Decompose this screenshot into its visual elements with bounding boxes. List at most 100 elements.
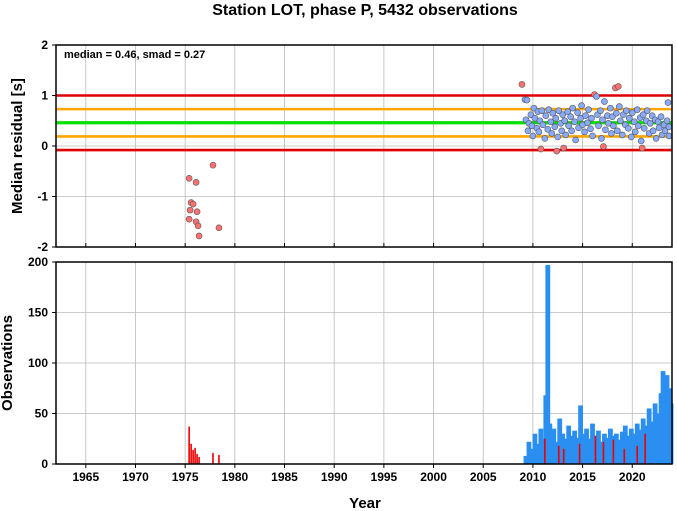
observation-bar [643,425,649,464]
data-point [616,103,623,110]
data-point [551,123,559,131]
x-tick-label: 2010 [520,470,547,484]
data-point [665,132,673,140]
data-point [544,126,552,133]
observation-bar [623,448,626,464]
data-point [186,206,194,214]
data-point [584,119,591,127]
observation-bar [625,435,631,464]
observation-bar [551,428,557,464]
bottom-x-ticks: 1965 1970 1975 1980 1985 1990 1995 2000 2005 2010… [72,464,646,484]
data-point [537,145,545,153]
data-point [195,232,203,240]
observation-bar [529,448,535,464]
data-point [600,143,607,150]
observation-bar [532,433,538,464]
bottom-y-tick-label: 200 [28,255,48,269]
data-point [622,107,630,114]
data-point [601,98,608,105]
data-point [185,215,193,223]
data-point [663,117,671,125]
data-point [589,132,596,140]
observation-bar [668,403,674,464]
observation-bar [569,435,575,464]
bottom-y-tick-label: 50 [35,407,49,421]
data-point [560,144,568,152]
observation-bar [540,438,546,464]
observation-bar [190,443,192,464]
bottom-y-tick-label: 100 [28,356,48,370]
observation-bar [575,437,581,464]
observation-bar [196,453,198,464]
data-point [610,122,617,130]
observation-bar [562,448,565,464]
data-point [637,137,645,145]
observation-bar [526,441,532,464]
top-y-tick-label: 0 [41,139,48,153]
data-point [541,135,549,142]
data-point [585,106,592,113]
observation-bar [616,439,622,464]
data-point [215,224,223,232]
observation-bar [640,418,646,464]
data-point [638,144,646,152]
observation-bar [619,431,625,464]
bottom-bars [188,265,674,464]
observation-bar [554,441,560,464]
data-point [599,116,606,124]
data-point [568,127,575,135]
data-point [552,114,560,122]
data-point [598,135,605,142]
data-point [640,125,648,132]
data-point [595,122,602,130]
data-point [542,112,550,119]
data-point [555,107,563,114]
observation-bar [596,430,601,464]
data-point [631,128,639,136]
data-point [597,107,604,114]
data-point [192,179,200,186]
observation-bar [523,455,529,464]
observation-bar [590,423,595,464]
data-point [535,128,543,136]
x-tick-label: 1985 [271,470,298,484]
data-point [655,124,663,132]
data-point [634,122,642,130]
top-y-tick-label: -1 [37,190,48,204]
x-axis-label: Year [349,495,381,511]
top-points [185,81,673,240]
data-point [539,121,547,129]
data-point [630,118,638,126]
data-point [518,81,526,88]
observation-bar [605,437,610,464]
chart-title: Station LOT, phase P, 5432 observations [212,2,518,19]
x-tick-label: 1995 [371,470,398,484]
observation-bar [581,433,586,464]
data-point [562,131,569,139]
top-y-ticks: -2 -1 0 1 2 [37,38,633,254]
data-point [193,208,201,215]
observation-bar [628,428,634,464]
bottom-y-axis-label: Observations [0,315,16,411]
x-tick-label: 2020 [619,470,646,484]
data-point [185,175,193,182]
bottom-panel: 0 50 100 150 200 1965 1970 1975 1980 1985 1990 199… [0,255,674,511]
data-point [524,127,532,135]
observation-bar [566,425,572,464]
observation-bar [613,433,619,464]
data-point [564,108,571,115]
data-point [602,126,609,134]
data-point [665,123,673,131]
observation-bar [608,428,613,464]
data-point [649,127,657,135]
data-point [574,109,581,116]
observation-bar [652,403,658,464]
data-point [547,118,555,126]
observation-bar [557,418,563,464]
bottom-y-tick-label: 0 [41,457,48,471]
x-tick-label: 1975 [172,470,199,484]
bottom-y-ticks: 0 50 100 150 200 [28,255,56,471]
data-point [664,99,672,106]
observation-bar [599,441,604,464]
